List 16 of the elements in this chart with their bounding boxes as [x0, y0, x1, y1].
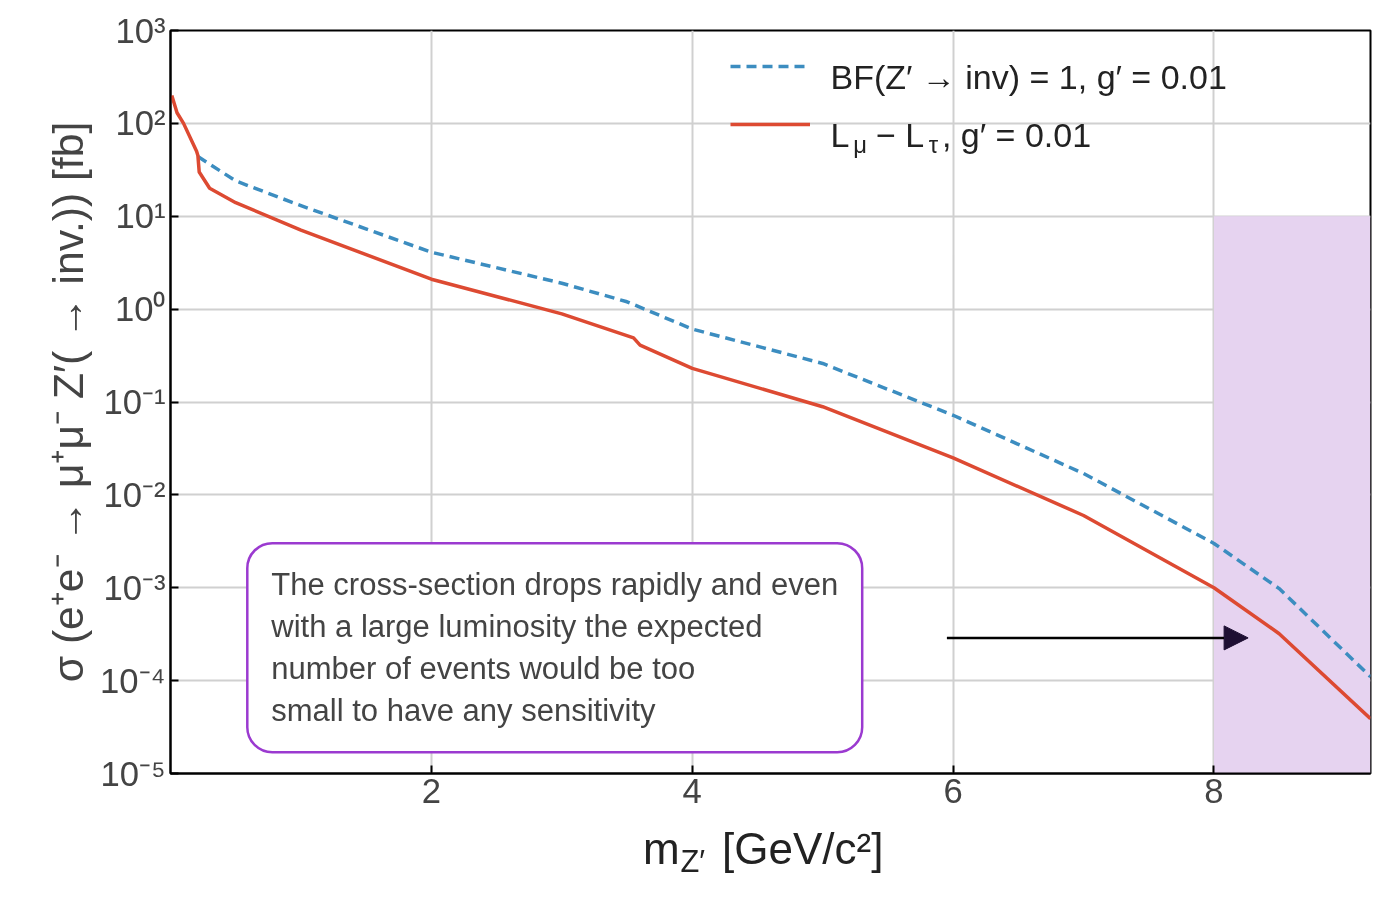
x-tick-label: 8 [1204, 771, 1224, 810]
x-tick-label: 2 [421, 771, 442, 810]
y-tick-label: 10⁻¹ [103, 383, 166, 421]
legend-label: BF(Z′ → inv) = 1, g′ = 0.01 [830, 57, 1227, 96]
y-tick-label: 10⁻² [103, 475, 166, 514]
y-tick-label: 10⁻³ [103, 568, 166, 607]
y-tick-label: 10⁻⁵ [100, 754, 166, 793]
y-tick-label: 10¹ [115, 197, 166, 236]
annotation: The cross-section drops rapidly and even with a large luminosity the expected number of events would be too small to have any sensitivity [270, 567, 839, 729]
x-tick-label: 4 [682, 771, 702, 810]
y-axis-title: σ (e⁺e⁻ → μ⁺μ⁻ Z′( → inv.)) [fb] [44, 121, 93, 683]
y-tick-label: 10² [115, 104, 166, 143]
y-tick-label: 10⁰ [114, 290, 166, 329]
x-tick-label: 6 [943, 771, 963, 810]
y-tick-label: 10³ [115, 11, 166, 50]
y-tick-label: 10⁻⁴ [100, 661, 166, 700]
